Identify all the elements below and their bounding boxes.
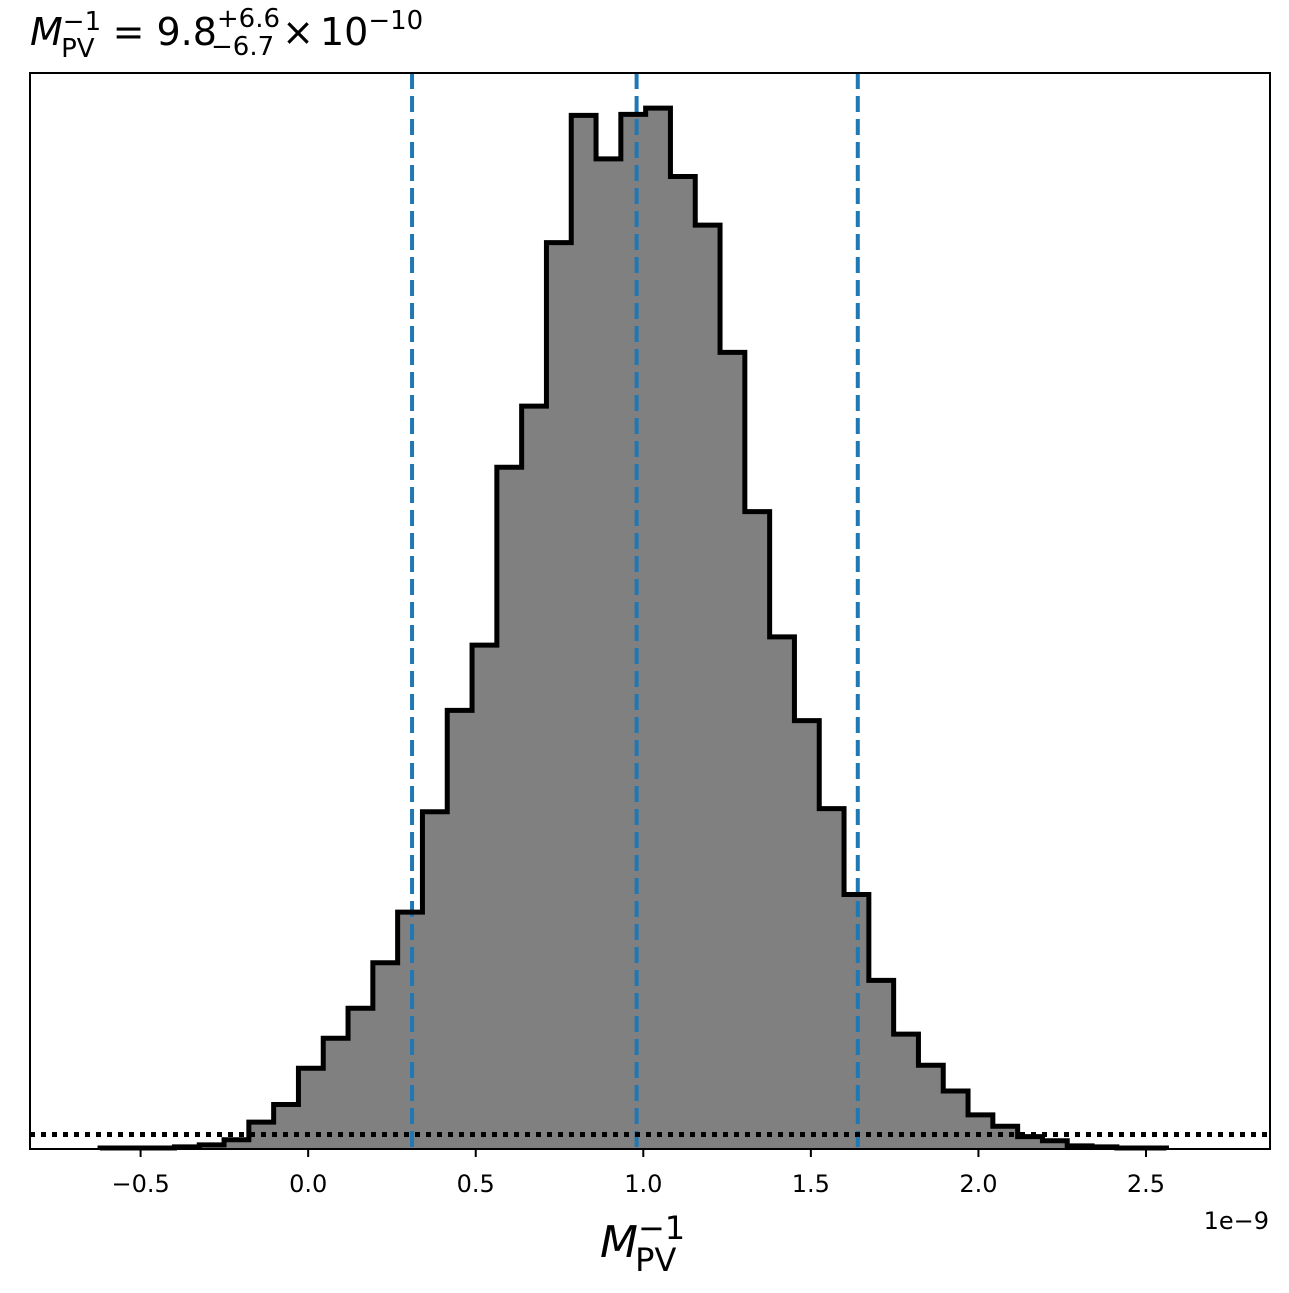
x-tick-label: 1.0 xyxy=(624,1170,662,1198)
histogram-outline xyxy=(97,105,1169,1151)
title-symbol-sub: PV xyxy=(61,34,95,64)
title-err-minus: −6.7 xyxy=(211,32,274,62)
x-tick-label: 2.5 xyxy=(1127,1170,1165,1198)
histogram-fill xyxy=(100,108,1167,1150)
x-tick-label: 1.5 xyxy=(792,1170,830,1198)
xlabel-sup: −1 xyxy=(638,1209,685,1247)
x-tick-label: −0.5 xyxy=(111,1170,169,1198)
x-axis-label: M−1 PV xyxy=(600,1209,685,1279)
title-symbol-sup: −1 xyxy=(63,7,101,37)
title-base: 10 xyxy=(320,10,368,54)
title-err-plus: +6.6 xyxy=(217,4,280,34)
title-equals: = xyxy=(113,10,145,54)
title-times: × xyxy=(282,10,314,54)
title-value: 9.8 xyxy=(156,10,216,54)
title-symbol: M xyxy=(30,10,63,54)
xlabel-symbol: M xyxy=(600,1217,638,1268)
plot-area: −0.5 0.0 0.5 1.0 1.5 2.0 2.5 xyxy=(29,72,1271,1198)
x-tick-label: 0.5 xyxy=(457,1170,495,1198)
title-exponent: −10 xyxy=(368,6,423,36)
x-tick-label: 0.0 xyxy=(289,1170,327,1198)
guide-lines xyxy=(30,73,1270,1149)
chart-title: M−1 PV = 9.8+6.6 −6.7 × 10−10 xyxy=(30,4,423,64)
axes-frame xyxy=(29,72,1271,1150)
x-axis-offset: 1e−9 xyxy=(1204,1207,1269,1235)
xlabel-sub: PV xyxy=(635,1241,676,1279)
x-axis-ticks: −0.5 0.0 0.5 1.0 1.5 2.0 2.5 xyxy=(111,1149,1165,1198)
x-tick-label: 2.0 xyxy=(959,1170,997,1198)
